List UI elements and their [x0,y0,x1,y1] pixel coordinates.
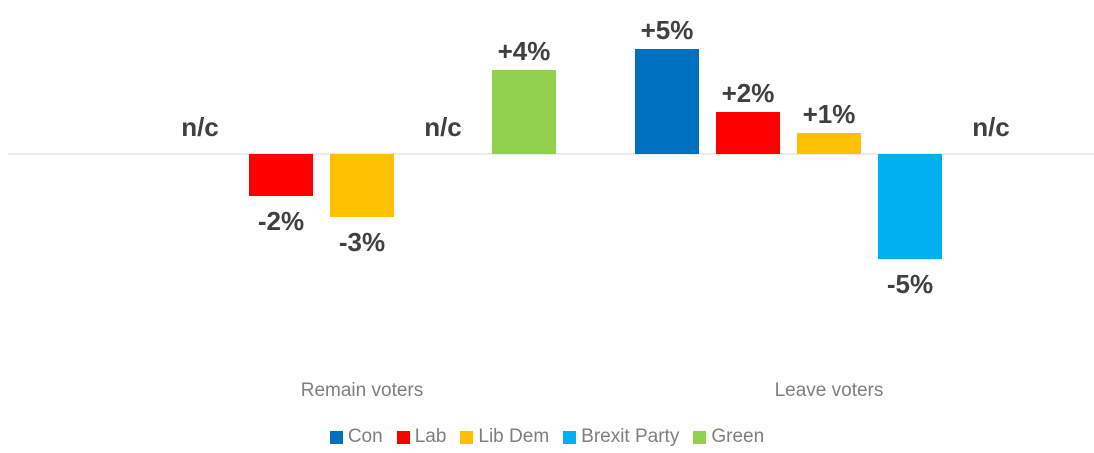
bar-lib-dem-remain [330,154,394,217]
data-label-lab-remain: -2% [258,206,304,236]
bar-lib-dem-leave [797,133,861,154]
legend-item-lab: Lab [396,426,447,448]
legend-item-con: Con [329,426,383,448]
legend-label-lab: Lab [414,426,447,447]
legend-swatch-con [329,430,343,444]
bar-green-remain [492,70,556,154]
legend-label-con: Con [347,426,383,447]
bar-brexit-party-leave [878,154,942,259]
data-label-brexit-party-leave: -5% [887,269,933,299]
category-label-remain: Remain voters [301,380,424,401]
data-label-green-remain: +4% [498,36,551,66]
legend: Con Lab Lib Dem Brexit Party Green [0,426,1094,448]
data-label-green-leave: n/c [972,112,1010,142]
legend-swatch-brexit-party [563,430,577,444]
legend-swatch-lib-dem [460,430,474,444]
bar-con-leave [635,49,699,154]
legend-item-brexit-party: Brexit Party [563,426,679,448]
legend-swatch-green [693,430,707,444]
data-label-brexit-party-remain: n/c [424,112,462,142]
bar-lab-remain [249,154,313,196]
legend-label-lib-dem: Lib Dem [478,426,550,447]
bar-lab-leave [716,112,780,154]
data-label-lab-leave: +2% [722,78,775,108]
data-label-con-remain: n/c [181,112,219,142]
data-label-lib-dem-remain: -3% [339,227,385,257]
category-label-leave: Leave voters [775,380,884,401]
data-label-lib-dem-leave: +1% [803,99,856,129]
legend-label-brexit-party: Brexit Party [581,426,680,447]
legend-item-green: Green [693,426,764,448]
data-label-con-leave: +5% [641,15,694,45]
legend-item-lib-dem: Lib Dem [460,426,549,448]
chart-svg: n/c -2% -3% n/c +4% Remain voters +5% +2% +1% -5%… [8,15,1094,401]
legend-swatch-lab [396,430,410,444]
legend-label-green: Green [711,426,765,447]
